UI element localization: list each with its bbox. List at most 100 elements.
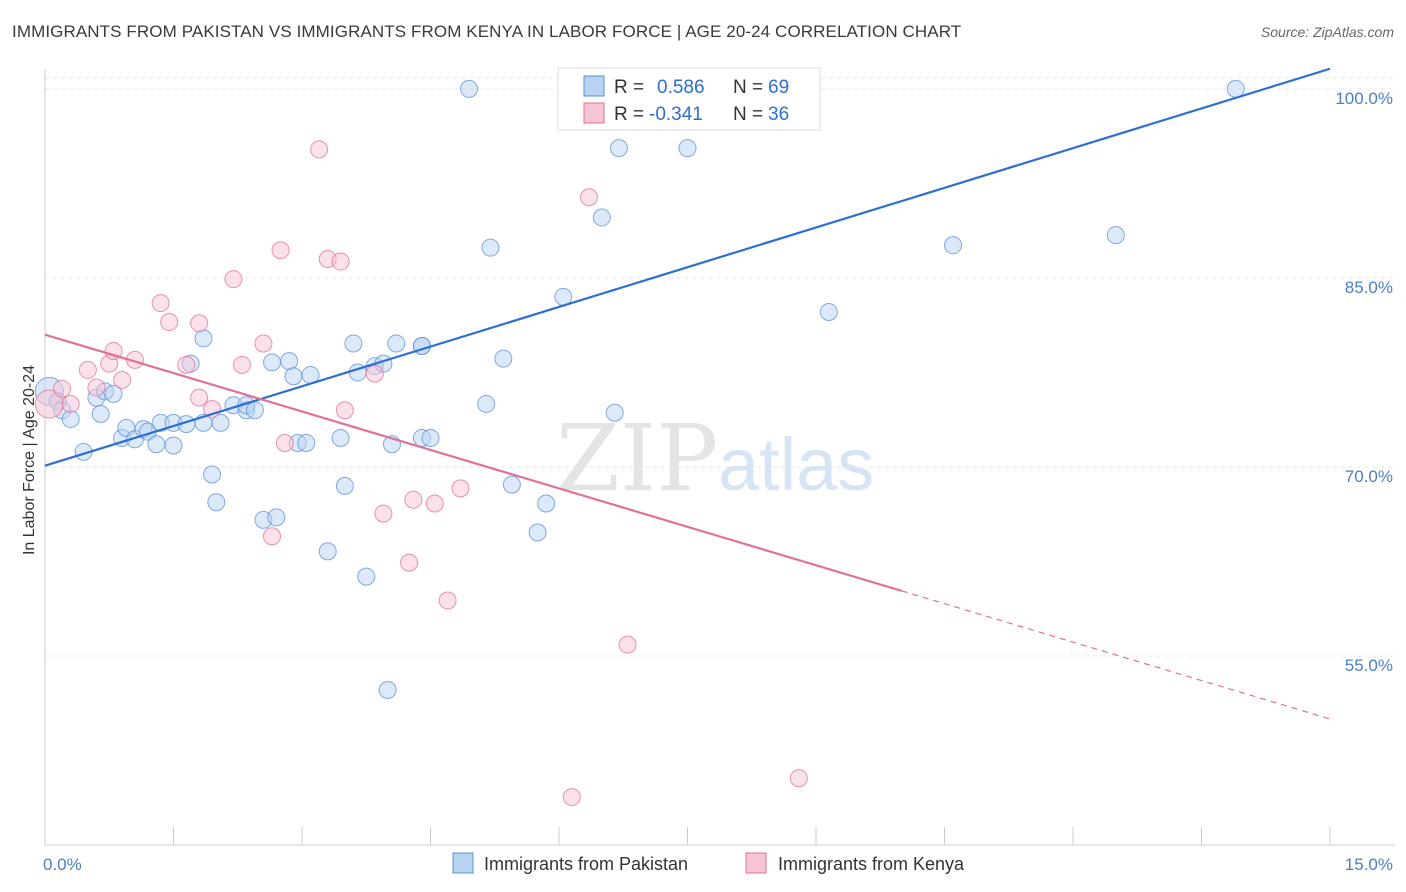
- point-1-36: [789, 769, 808, 788]
- point-0-39: [335, 476, 354, 495]
- bottom-legend-label-pakistan: Immigrants from Pakistan: [484, 854, 688, 874]
- point-0-50: [421, 428, 440, 447]
- watermark-zip: ZIP: [556, 405, 718, 512]
- point-0-67: [1106, 226, 1125, 245]
- point-0-63: [678, 139, 697, 158]
- point-1-16: [233, 355, 252, 374]
- point-1-19: [271, 241, 290, 260]
- point-0-37: [318, 542, 337, 561]
- point-0-24: [211, 413, 230, 432]
- legend-swatch-kenya: [583, 102, 605, 124]
- point-0-56: [528, 523, 547, 542]
- point-1-10: [160, 313, 179, 332]
- point-1-26: [374, 504, 393, 523]
- point-0-62: [609, 139, 628, 158]
- point-0-14: [147, 435, 166, 454]
- trend-line-1: [44, 333, 902, 592]
- point-0-61: [605, 403, 624, 422]
- point-1-32: [562, 788, 581, 807]
- point-1-30: [438, 591, 457, 610]
- point-0-35: [297, 434, 316, 453]
- y-tick-label-1: 85.0%: [1345, 278, 1393, 297]
- point-0-51: [460, 79, 479, 98]
- point-0-42: [357, 567, 376, 586]
- point-0-55: [502, 475, 521, 494]
- x-tick-label-0: 0.0%: [43, 855, 82, 874]
- point-1-23: [331, 252, 350, 271]
- point-0-30: [263, 353, 282, 372]
- point-1-21: [310, 140, 329, 159]
- point-0-40: [344, 334, 363, 353]
- point-1-18: [263, 527, 282, 546]
- point-0-22: [203, 465, 222, 484]
- bottom-legend-swatch-kenya: [745, 852, 767, 874]
- point-0-21: [194, 329, 213, 348]
- legend-n-value-1: 69: [768, 77, 789, 98]
- watermark-atlas: atlas: [718, 423, 874, 506]
- series-layer: [34, 79, 1245, 807]
- trend-layer: [44, 67, 1331, 720]
- legend-swatch-pakistan: [583, 75, 605, 97]
- point-1-31: [451, 479, 470, 498]
- legend-r-value-2: -0.341: [649, 104, 703, 125]
- point-1-28: [404, 490, 423, 509]
- legend-bottom: Immigrants from Pakistan Immigrants from…: [452, 852, 965, 874]
- point-0-66: [944, 236, 963, 255]
- point-1-1: [53, 379, 72, 398]
- point-1-34: [618, 635, 637, 654]
- legend-top: R = 0.586 N = 69 R = -0.341 N = 36: [557, 67, 821, 131]
- point-0-6: [91, 405, 110, 424]
- point-0-3: [61, 410, 80, 429]
- legend-n-label-2: N =: [733, 104, 763, 125]
- legend-r-label-2: R =: [614, 104, 644, 125]
- y-tick-label-3: 55.0%: [1345, 656, 1393, 675]
- point-0-31: [267, 508, 286, 527]
- point-0-32: [280, 352, 299, 371]
- series-0: [34, 79, 1245, 699]
- point-1-11: [177, 355, 196, 374]
- x-tick-label-1: 15.0%: [1345, 855, 1393, 874]
- point-0-28: [245, 401, 264, 420]
- point-0-65: [819, 302, 838, 321]
- legend-r-label-1: R =: [614, 77, 644, 98]
- point-1-2: [61, 394, 80, 413]
- chart-title: IMMIGRANTS FROM PAKISTAN VS IMMIGRANTS F…: [12, 22, 962, 41]
- point-1-15: [224, 270, 243, 289]
- point-0-53: [481, 238, 500, 257]
- point-0-69: [378, 681, 397, 699]
- point-0-38: [331, 428, 350, 447]
- point-0-52: [477, 394, 496, 413]
- point-1-33: [579, 188, 598, 207]
- point-1-24: [335, 401, 354, 420]
- point-0-46: [387, 334, 406, 353]
- point-1-25: [365, 364, 384, 383]
- point-1-3: [78, 360, 97, 379]
- point-0-23: [207, 493, 226, 512]
- point-1-9: [151, 294, 170, 313]
- point-1-4: [87, 378, 106, 397]
- watermark: ZIP atlas: [556, 405, 874, 512]
- point-0-33: [284, 367, 303, 386]
- y-tick-label-2: 70.0%: [1345, 467, 1393, 486]
- tick-labels: 100.0% 85.0% 70.0% 55.0% 0.0% 15.0%: [43, 89, 1393, 874]
- point-0-57: [537, 494, 556, 513]
- point-1-20: [275, 434, 294, 453]
- point-1-7: [113, 371, 132, 389]
- point-0-68: [1226, 79, 1245, 98]
- bottom-legend-label-kenya: Immigrants from Kenya: [778, 854, 965, 874]
- point-1-12: [190, 388, 209, 407]
- source-label: Source: ZipAtlas.com: [1260, 24, 1394, 40]
- point-0-54: [494, 349, 513, 368]
- legend-n-value-2: 36: [768, 104, 789, 125]
- point-1-27: [400, 553, 419, 572]
- y-axis-label: In Labor Force | Age 20-24: [21, 365, 38, 555]
- legend-r-value-1: 0.586: [657, 77, 705, 98]
- point-0-16: [164, 436, 183, 455]
- trend-line-dashed-1: [901, 590, 1331, 720]
- axes: [44, 70, 1395, 846]
- point-0-59: [592, 208, 611, 227]
- bottom-legend-swatch-pakistan: [452, 852, 474, 874]
- point-1-29: [425, 494, 444, 513]
- legend-n-label-1: N =: [733, 77, 763, 98]
